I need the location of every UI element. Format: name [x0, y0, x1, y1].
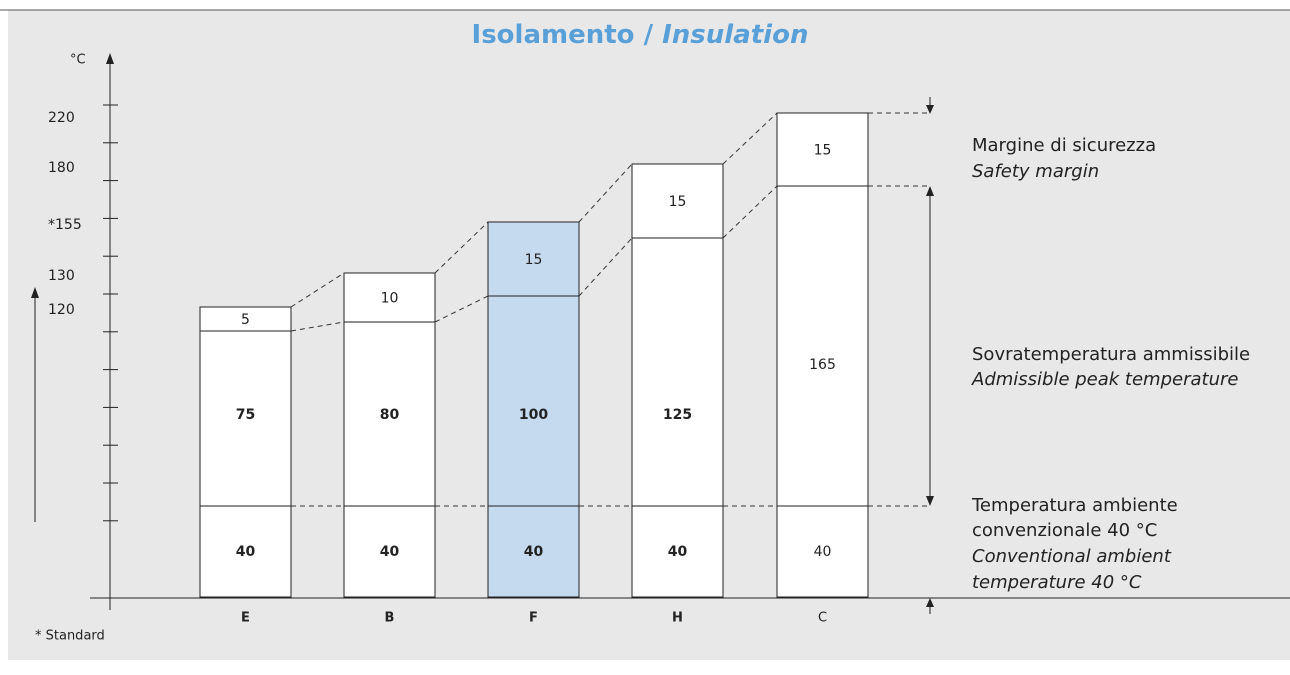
arrow-head: [31, 287, 39, 298]
legend-text: Sovratemperatura ammissibile: [972, 344, 1250, 365]
value-label: 40: [524, 544, 544, 560]
value-label: 125: [663, 407, 692, 423]
column: [199, 306, 292, 598]
category-label: F: [529, 611, 538, 626]
dashed-link: [722, 185, 778, 239]
dashed-link: [578, 163, 633, 223]
value-label: 15: [669, 194, 687, 210]
column: [776, 112, 869, 598]
footnote: * Standard: [35, 629, 105, 644]
title: Isolamento / Insulation: [472, 20, 809, 50]
value-label: 5: [241, 312, 250, 328]
axis-label: *155: [48, 217, 82, 233]
value-label: 40: [668, 544, 688, 560]
value-label: 40: [380, 544, 400, 560]
column: [631, 163, 724, 598]
value-label: 40: [236, 544, 256, 560]
axis-label: 120: [48, 302, 75, 318]
dashed-link: [290, 272, 345, 308]
legend-text: Conventional ambient: [972, 546, 1172, 567]
legend: Margine di sicurezza Safety margin Sovra…: [971, 135, 1250, 593]
category-label: E: [241, 611, 250, 626]
value-label: 15: [525, 252, 543, 268]
legend-text: Safety margin: [972, 161, 1099, 182]
dashed-link: [578, 237, 633, 297]
dashed-link: [434, 295, 489, 323]
column: [487, 221, 580, 598]
value-label: 165: [809, 357, 836, 373]
value-label: 75: [236, 407, 255, 423]
value-label: 40: [814, 544, 832, 560]
arrow-head: [106, 53, 114, 64]
arrow-head: [926, 598, 934, 607]
column: [343, 272, 436, 598]
arrow-head: [926, 186, 934, 196]
legend-text: Margine di sicurezza: [972, 135, 1156, 156]
dashed-link: [434, 221, 489, 274]
axis-label: 220: [48, 110, 75, 126]
dashed-link: [722, 112, 778, 165]
legend-text: Admissible peak temperature: [971, 369, 1238, 390]
axis-label: 180: [48, 160, 75, 176]
axis-label: 130: [48, 268, 75, 284]
value-label: 15: [814, 143, 832, 159]
arrow-head: [926, 105, 934, 114]
legend-text: convenzionale 40 °C: [972, 520, 1157, 541]
category-label: H: [672, 611, 683, 626]
category-label: C: [818, 611, 827, 626]
value-label: 80: [380, 407, 400, 423]
legend-text: temperature 40 °C: [972, 572, 1142, 593]
value-label: 10: [381, 291, 399, 307]
legend-text: Temperatura ambiente: [971, 495, 1178, 516]
arrow-head: [926, 496, 934, 506]
category-label: B: [385, 611, 395, 626]
value-label: 100: [519, 407, 548, 423]
axis-unit: °C: [70, 53, 86, 68]
